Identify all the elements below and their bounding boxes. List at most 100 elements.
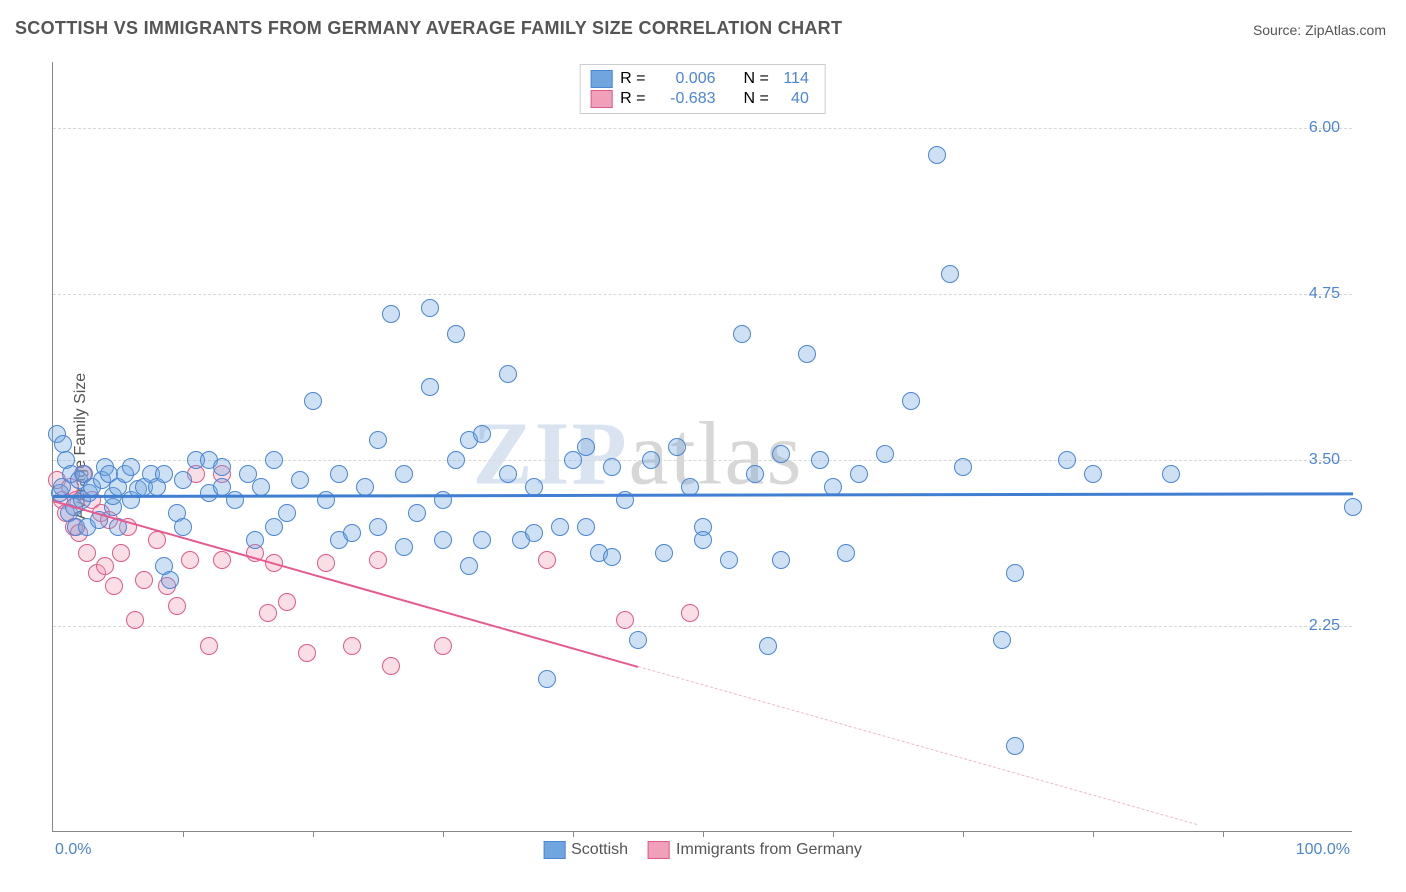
trend-line: [638, 666, 1197, 825]
data-point-scottish: [155, 465, 173, 483]
data-point-scottish: [473, 425, 491, 443]
data-point-scottish: [772, 445, 790, 463]
data-point-scottish: [772, 551, 790, 569]
r-value-scottish: 0.006: [654, 70, 716, 88]
data-point-scottish: [798, 345, 816, 363]
legend-row-scottish: R = 0.006 N = 114: [590, 69, 809, 89]
data-point-scottish: [499, 465, 517, 483]
legend-label-germany: Immigrants from Germany: [676, 841, 862, 859]
data-point-scottish: [811, 451, 829, 469]
data-point-scottish: [408, 504, 426, 522]
trend-line: [53, 492, 1353, 498]
data-point-germany: [96, 557, 114, 575]
data-point-scottish: [395, 465, 413, 483]
x-axis-min-label: 0.0%: [55, 841, 91, 859]
data-point-scottish: [1162, 465, 1180, 483]
data-point-scottish: [174, 518, 192, 536]
chart-title: SCOTTISH VS IMMIGRANTS FROM GERMANY AVER…: [15, 18, 842, 39]
gridline: [53, 460, 1352, 461]
data-point-scottish: [954, 458, 972, 476]
data-point-scottish: [447, 451, 465, 469]
data-point-germany: [168, 597, 186, 615]
data-point-scottish: [246, 531, 264, 549]
data-point-scottish: [629, 631, 647, 649]
data-point-scottish: [460, 557, 478, 575]
data-point-scottish: [551, 518, 569, 536]
data-point-germany: [369, 551, 387, 569]
data-point-germany: [213, 551, 231, 569]
data-point-scottish: [265, 451, 283, 469]
n-label: N =: [744, 70, 769, 88]
data-point-scottish: [525, 524, 543, 542]
scatter-plot-area: ZIPatlas R = 0.006 N = 114 R = -0.683 N …: [52, 62, 1352, 832]
x-tick: [313, 831, 314, 837]
n-value-scottish: 114: [777, 70, 809, 88]
legend-swatch-germany: [590, 90, 612, 108]
data-point-germany: [343, 637, 361, 655]
data-point-scottish: [369, 518, 387, 536]
data-point-scottish: [837, 544, 855, 562]
data-point-scottish: [382, 305, 400, 323]
data-point-germany: [181, 551, 199, 569]
data-point-scottish: [421, 378, 439, 396]
y-tick-label: 6.00: [1309, 119, 1340, 137]
data-point-scottish: [720, 551, 738, 569]
data-point-germany: [135, 571, 153, 589]
data-point-scottish: [850, 465, 868, 483]
data-point-scottish: [655, 544, 673, 562]
data-point-scottish: [447, 325, 465, 343]
data-point-scottish: [577, 438, 595, 456]
x-tick: [703, 831, 704, 837]
x-tick: [833, 831, 834, 837]
data-point-scottish: [902, 392, 920, 410]
data-point-scottish: [694, 531, 712, 549]
y-tick-label: 3.50: [1309, 451, 1340, 469]
data-point-germany: [105, 577, 123, 595]
x-axis-max-label: 100.0%: [1296, 841, 1350, 859]
data-point-scottish: [122, 458, 140, 476]
watermark-zip: ZIP: [473, 404, 629, 503]
y-tick-label: 4.75: [1309, 285, 1340, 303]
data-point-scottish: [1006, 737, 1024, 755]
n-label: N =: [744, 90, 769, 108]
data-point-scottish: [434, 531, 452, 549]
data-point-scottish: [252, 478, 270, 496]
data-point-scottish: [603, 548, 621, 566]
legend-row-germany: R = -0.683 N = 40: [590, 89, 809, 109]
data-point-germany: [298, 644, 316, 662]
legend-swatch-scottish: [590, 70, 612, 88]
x-tick: [443, 831, 444, 837]
source-attribution: Source: ZipAtlas.com: [1253, 22, 1386, 38]
r-value-germany: -0.683: [654, 90, 716, 108]
legend-label-scottish: Scottish: [571, 841, 628, 859]
data-point-germany: [259, 604, 277, 622]
data-point-scottish: [668, 438, 686, 456]
legend-series-box: Scottish Immigrants from Germany: [543, 841, 862, 859]
data-point-scottish: [304, 392, 322, 410]
gridline: [53, 128, 1352, 129]
r-label: R =: [620, 90, 645, 108]
data-point-scottish: [759, 637, 777, 655]
source-label: Source:: [1253, 22, 1305, 38]
watermark: ZIPatlas: [473, 402, 804, 505]
data-point-scottish: [1006, 564, 1024, 582]
legend-swatch-germany: [648, 841, 670, 859]
x-tick: [183, 831, 184, 837]
data-point-scottish: [746, 465, 764, 483]
data-point-germany: [200, 637, 218, 655]
data-point-germany: [112, 544, 130, 562]
data-point-germany: [317, 554, 335, 572]
data-point-scottish: [1058, 451, 1076, 469]
data-point-scottish: [395, 538, 413, 556]
data-point-germany: [681, 604, 699, 622]
data-point-scottish: [941, 265, 959, 283]
data-point-germany: [78, 544, 96, 562]
data-point-scottish: [161, 571, 179, 589]
data-point-scottish: [330, 465, 348, 483]
source-value: ZipAtlas.com: [1305, 22, 1386, 38]
y-tick-label: 2.25: [1309, 617, 1340, 635]
data-point-scottish: [343, 524, 361, 542]
legend-item-scottish: Scottish: [543, 841, 628, 859]
data-point-scottish: [291, 471, 309, 489]
gridline: [53, 626, 1352, 627]
